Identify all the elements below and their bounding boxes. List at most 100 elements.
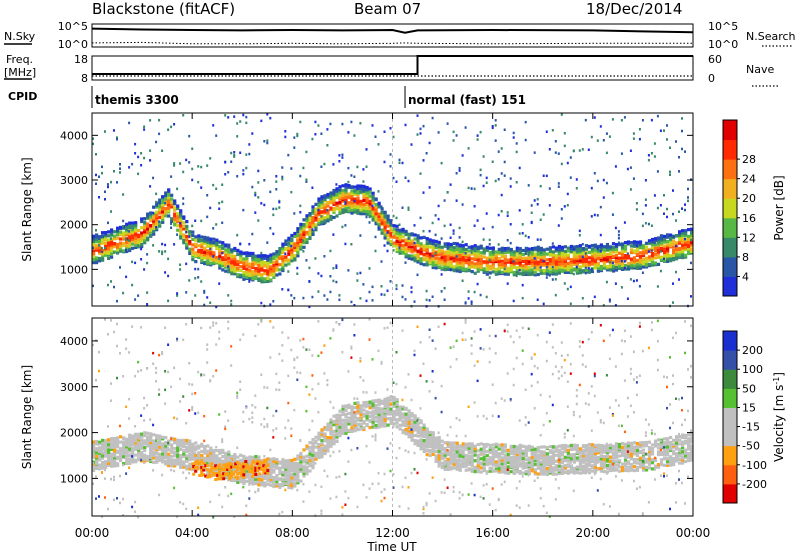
power-cell [566, 255, 570, 259]
power-cell [659, 237, 664, 241]
velocity-cell [395, 406, 399, 410]
power-cell [509, 254, 513, 259]
power-cell [440, 237, 443, 240]
velocity-cell [308, 428, 311, 432]
power-cell [422, 159, 425, 162]
velocity-cell [158, 388, 161, 391]
velocity-cell [131, 452, 135, 456]
power-cell [506, 260, 510, 264]
velocity-cell [356, 505, 359, 509]
velocity-cell [137, 451, 141, 455]
power-cell [464, 255, 468, 259]
power-cell [107, 241, 111, 245]
power-cell [251, 270, 255, 274]
power-cell [557, 261, 561, 265]
velocity-cell [227, 327, 230, 330]
power-cell [332, 207, 336, 211]
power-cell [497, 270, 501, 274]
power-cell [344, 183, 348, 187]
power-cell [365, 188, 369, 192]
power-cell [635, 202, 638, 205]
power-cell [326, 209, 329, 212]
velocity-cell [371, 410, 375, 414]
power-cell [290, 254, 294, 258]
power-cell [365, 212, 369, 216]
power-cell [260, 202, 263, 205]
velocity-cell [338, 427, 342, 431]
power-cell [467, 269, 471, 273]
velocity-cell [191, 408, 194, 411]
power-cell [440, 161, 443, 165]
power-cell [626, 262, 631, 266]
power-cell [362, 204, 366, 208]
velocity-cell [173, 460, 177, 464]
power-cell [209, 301, 212, 304]
velocity-cell [356, 397, 359, 400]
power-cell [485, 272, 489, 276]
velocity-cell [284, 472, 288, 476]
velocity-cell [341, 318, 344, 322]
velocity-cell [335, 416, 339, 421]
velocity-cell [296, 378, 299, 381]
velocity-cell [209, 380, 212, 383]
power-cell [329, 122, 332, 126]
power-cell [557, 247, 561, 251]
velocity-cell [320, 351, 323, 354]
velocity-cell [236, 396, 239, 399]
power-cell [518, 262, 522, 266]
velocity-cell [323, 436, 327, 440]
power-cell [666, 254, 670, 258]
power-cell [446, 259, 450, 263]
power-cell [386, 214, 390, 218]
power-cell [512, 253, 516, 257]
velocity-cell [176, 445, 180, 449]
velocity-cell [305, 458, 309, 462]
velocity-cell [158, 443, 162, 447]
power-cell [140, 236, 144, 240]
velocity-cell [188, 448, 192, 453]
velocity-cell [113, 330, 115, 334]
velocity-cell [269, 468, 273, 472]
velocity-cell [320, 438, 324, 443]
velocity-cell [281, 458, 285, 462]
velocity-cell [398, 446, 401, 450]
power-cell [635, 262, 640, 266]
power-cell [485, 212, 488, 215]
velocity-cell [251, 421, 254, 424]
power-cell [590, 249, 594, 253]
power-cell [560, 265, 564, 269]
power-cell [173, 123, 176, 126]
power-cell [206, 236, 210, 240]
power-cell [590, 259, 594, 263]
power-cell [239, 151, 242, 154]
power-cell [200, 255, 204, 260]
power-cell [383, 222, 387, 226]
power-cell [623, 266, 626, 270]
power-cell [113, 245, 117, 249]
power-cell [416, 249, 420, 253]
velocity-cell [419, 341, 422, 344]
power-cell [371, 285, 374, 289]
velocity-cell [395, 351, 398, 354]
velocity-cell [311, 388, 314, 391]
power-cell [518, 166, 521, 170]
velocity-cell [95, 378, 97, 382]
power-cell [212, 255, 215, 258]
velocity-cell [182, 465, 186, 469]
power-cell [311, 215, 315, 220]
power-cell [572, 245, 576, 249]
power-cell [563, 259, 567, 263]
power-cell [425, 289, 428, 293]
power-cell [341, 204, 345, 208]
velocity-cell [236, 394, 239, 397]
power-cell [533, 257, 536, 260]
power-cell [386, 231, 389, 234]
power-cell [389, 228, 393, 233]
power-cell [173, 217, 177, 221]
power-cell [296, 239, 300, 243]
velocity-cell [158, 445, 162, 449]
power-cell [644, 248, 649, 252]
power-cell [341, 122, 344, 126]
power-cell [251, 232, 254, 236]
velocity-cell [101, 460, 105, 464]
